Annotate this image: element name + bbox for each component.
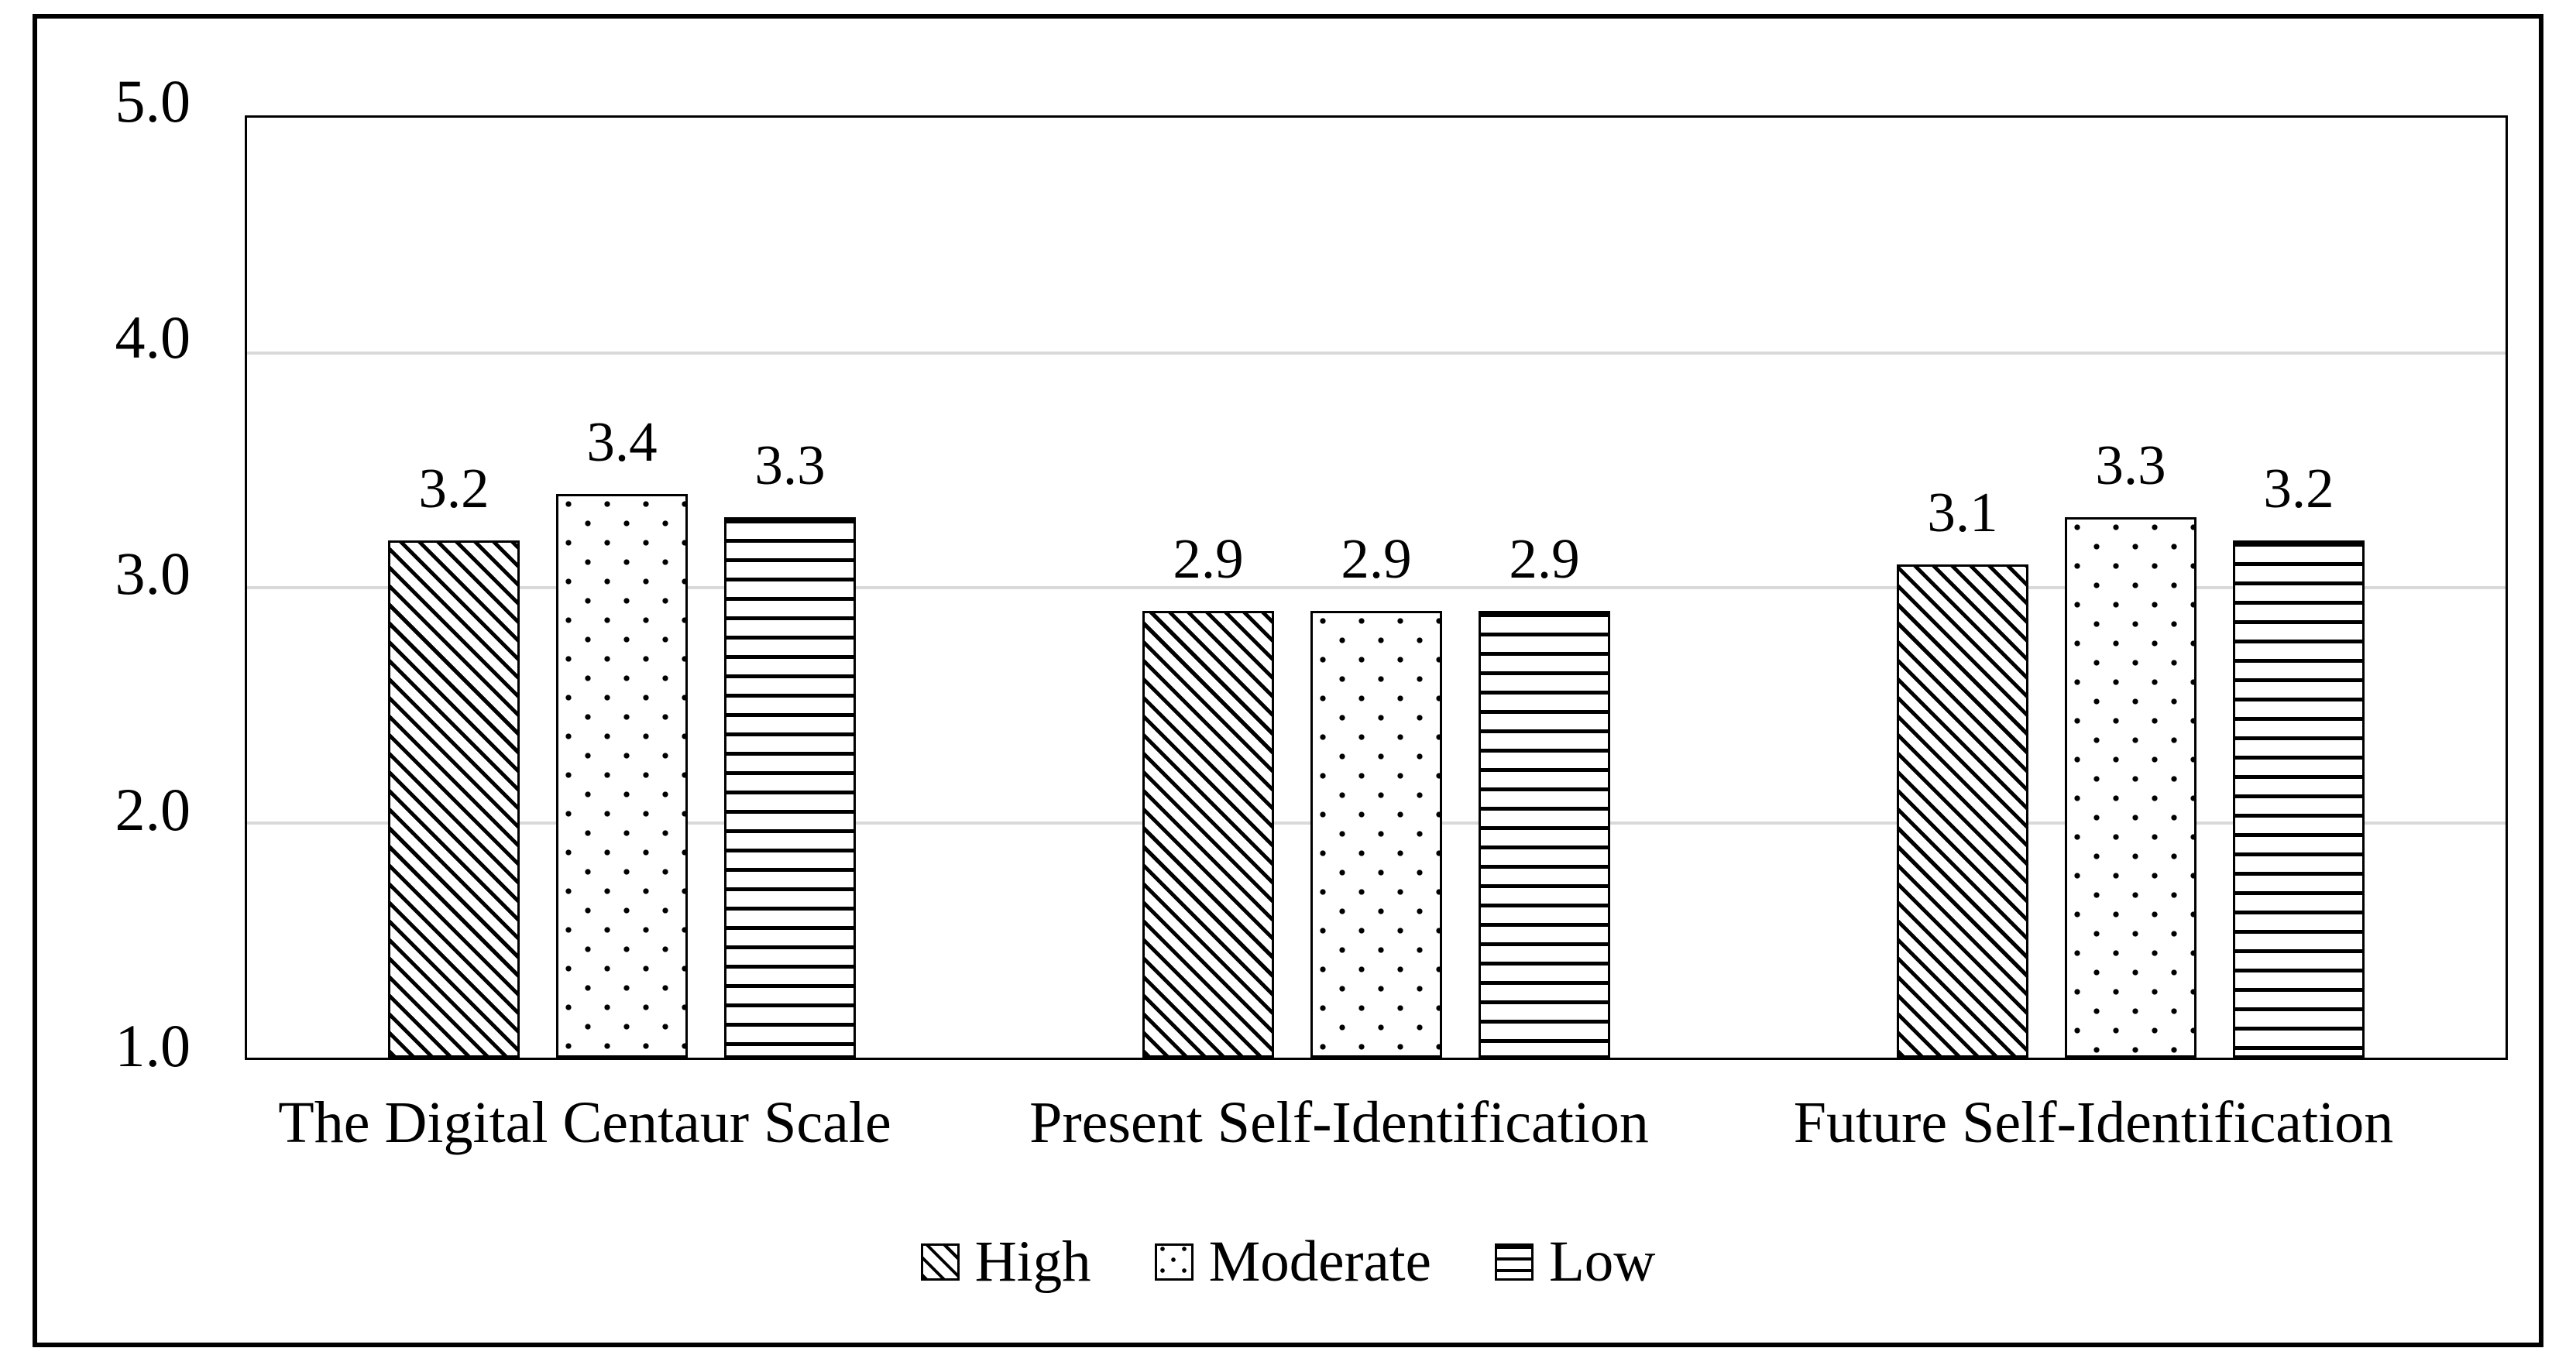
bar-low-group1 (724, 516, 856, 1058)
bar-value-label: 3.3 (2095, 433, 2166, 496)
category-label: The Digital Centaur Scale (278, 1090, 891, 1155)
category-label: Present Self-Identification (1029, 1090, 1649, 1155)
bar-low-group2 (1479, 611, 1610, 1058)
chart-legend: High Moderate Low (74, 1231, 2502, 1293)
legend-item-high: High (920, 1230, 1091, 1294)
horizontal-lines-swatch-icon (1494, 1243, 1534, 1281)
y-axis-tick-label: 4.0 (115, 304, 191, 371)
bar-value-label: 3.4 (586, 410, 658, 473)
bar-value-label: 3.3 (754, 433, 826, 496)
bar-value-label: 2.9 (1509, 527, 1580, 591)
bar-value-label: 2.9 (1341, 527, 1412, 591)
bar-high-group2 (1142, 611, 1274, 1058)
gridline (247, 586, 2506, 589)
bar-value-label: 3.1 (1927, 480, 1998, 544)
bar-high-group1 (388, 540, 520, 1058)
category-label: Future Self-Identification (1793, 1090, 2394, 1155)
bar-value-label: 3.2 (2263, 457, 2334, 520)
legend-label: Low (1548, 1230, 1656, 1294)
gridline (247, 351, 2506, 355)
bar-high-group3 (1897, 564, 2028, 1058)
y-axis-tick-label: 3.0 (115, 540, 191, 607)
legend-item-low: Low (1494, 1230, 1656, 1294)
figure-border: 3.2 2.9 3.1 3.4 2.9 3.3 3.3 2.9 3.2 5.0 4.0 3.0 2.0… (33, 14, 2543, 1347)
bar-moderate-group1 (556, 493, 688, 1058)
bar-moderate-group3 (2065, 516, 2196, 1058)
plot-area: 3.2 2.9 3.1 3.4 2.9 3.3 3.3 2.9 3.2 (245, 115, 2508, 1060)
bar-low-group3 (2233, 540, 2365, 1058)
dots-swatch-icon (1154, 1243, 1194, 1281)
bar-moderate-group2 (1310, 611, 1442, 1058)
bar-value-label: 3.2 (418, 457, 489, 520)
legend-label: Moderate (1208, 1230, 1431, 1294)
diagonal-hatch-swatch-icon (920, 1243, 960, 1281)
y-axis-tick-label: 1.0 (115, 1012, 191, 1079)
y-axis-tick-label: 2.0 (115, 776, 191, 843)
y-axis-tick-label: 5.0 (115, 67, 191, 135)
legend-label: High (974, 1230, 1091, 1294)
bar-value-label: 2.9 (1173, 527, 1244, 591)
legend-item-moderate: Moderate (1154, 1230, 1431, 1294)
